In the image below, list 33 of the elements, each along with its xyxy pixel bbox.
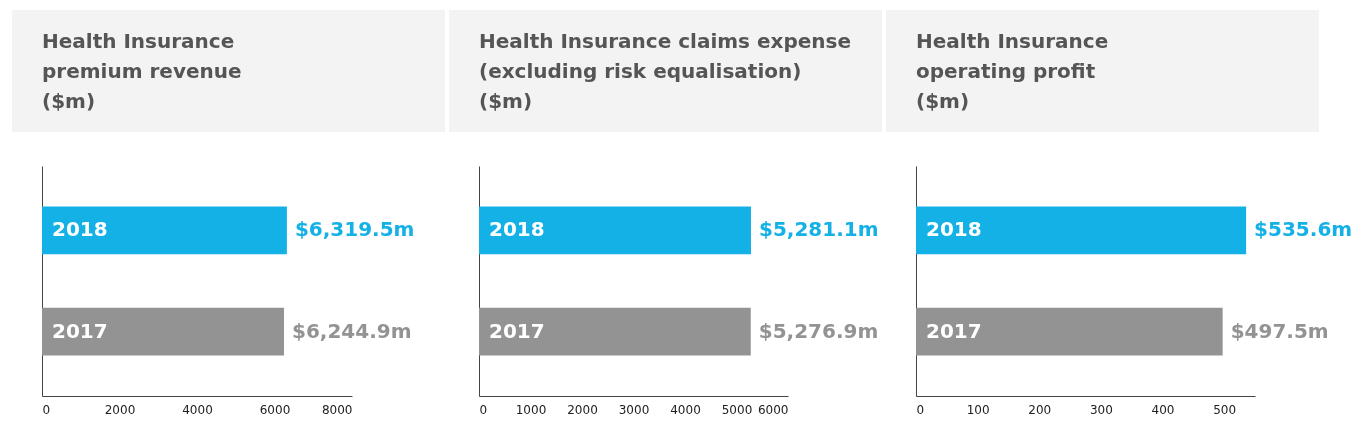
data-label: $6,244.9m [291, 318, 412, 343]
x-tick-label: 200 [1028, 402, 1052, 417]
y-tick-label: 2018 [52, 217, 108, 242]
y-tick-label: 2018 [926, 217, 982, 242]
x-tick-label: 3000 [618, 402, 650, 417]
x-tick-label: 300 [1089, 402, 1113, 417]
x-tick-label: 400 [1151, 402, 1175, 417]
x-tick-label: 0 [42, 402, 51, 417]
x-tick-label: 0 [916, 402, 925, 417]
y-tick-label: 2018 [489, 217, 545, 242]
data-label: $535.6m [1254, 217, 1353, 242]
data-label: $6,319.5m [294, 217, 415, 242]
x-tick-label: 6000 [259, 402, 291, 417]
x-tick-label: 1000 [515, 402, 547, 417]
x-tick-label: 4000 [670, 402, 701, 417]
x-tick-label: 0 [479, 402, 488, 417]
data-label: $5,276.9m [758, 318, 879, 343]
chart-title: Health Insurance premium revenue ($m) [12, 10, 445, 132]
x-tick-label: 2000 [104, 402, 136, 417]
x-tick-label: 100 [966, 402, 990, 417]
data-label: $497.5m [1230, 318, 1329, 343]
chart-title: Health Insurance operating profit ($m) [886, 10, 1319, 132]
data-label: $5,281.1m [758, 217, 879, 242]
y-tick-label: 2017 [926, 318, 982, 343]
x-tick-label: 8000 [321, 402, 353, 417]
x-tick-label: 5000 [721, 402, 753, 417]
x-tick-label: 4000 [182, 402, 213, 417]
y-tick-label: 2017 [489, 318, 545, 343]
chart-title: Health Insurance claims expense (excluding risk equalisation) ($m) [449, 10, 882, 132]
y-tick-label: 2017 [52, 318, 108, 343]
x-tick-label: 500 [1213, 402, 1237, 417]
x-tick-label: 2000 [567, 402, 598, 417]
x-tick-label: 6000 [757, 402, 789, 417]
